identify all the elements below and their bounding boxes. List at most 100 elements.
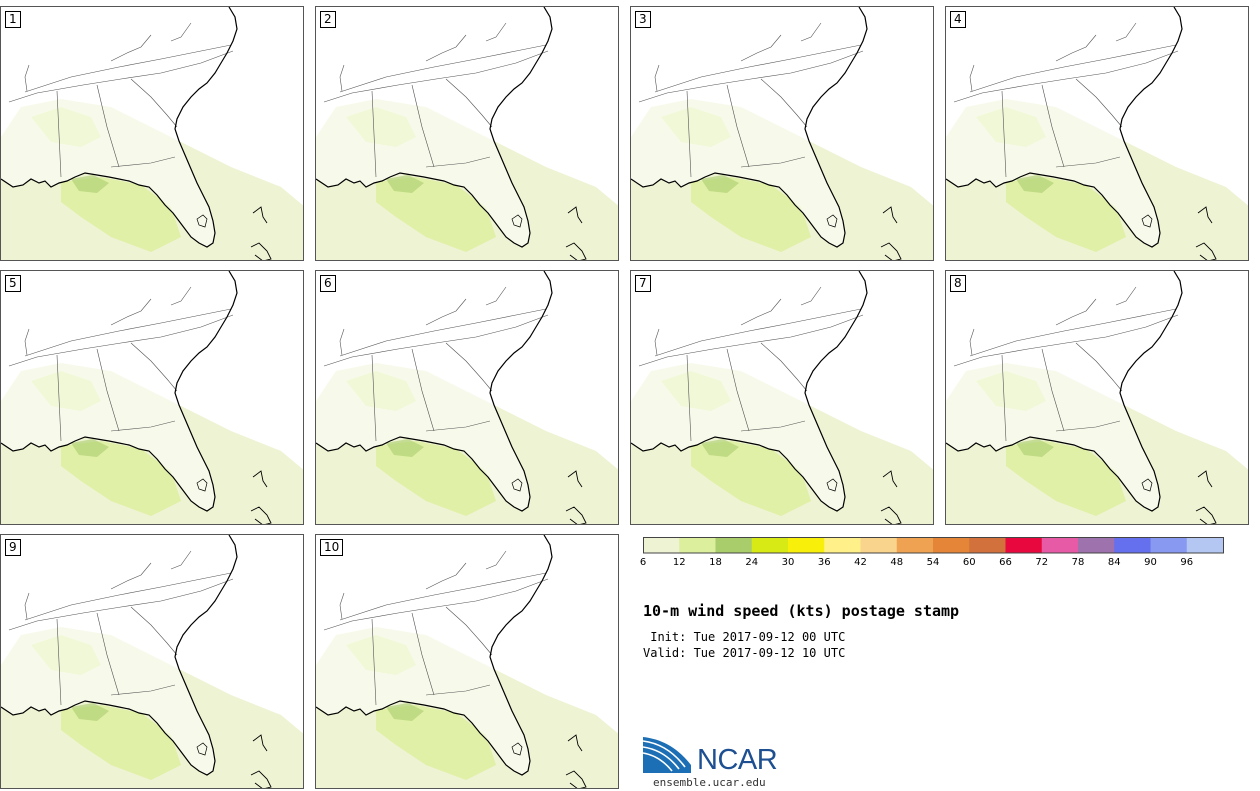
map-canvas [946,271,1248,524]
island-outline [565,242,587,260]
colorbar-tick-label: 24 [745,557,759,568]
wind-swath [1016,175,1054,193]
wind-swath [691,441,811,516]
member-panel-4: 4 [945,6,1249,261]
coastline [631,271,868,512]
colorbar-swatch [1114,537,1151,553]
lake-okeechobee [511,214,523,228]
colorbar-swatch [824,537,861,553]
colorbar-swatch [1005,537,1043,553]
state-border [1055,298,1097,326]
map-canvas [631,271,933,524]
state-border [1001,354,1007,442]
state-border [8,50,234,103]
state-border [445,606,493,656]
lake-okeechobee [826,214,838,228]
lake-okeechobee [826,478,838,492]
state-border [170,550,192,570]
state-border [110,298,152,326]
wind-swath [386,439,424,457]
state-border [485,550,507,570]
state-border [24,308,232,357]
island-outline [567,470,583,488]
state-border [110,156,176,168]
wind-swath [1016,439,1054,457]
wind-swath [376,705,496,780]
state-border [110,34,152,62]
member-number: 5 [5,275,21,292]
state-border [740,34,782,62]
wind-swath [386,175,424,193]
member-number: 3 [635,11,651,28]
state-border [686,90,692,178]
state-border [96,348,120,432]
state-border [1115,286,1137,306]
colorbar-tick-label: 36 [817,557,831,568]
state-border [726,84,750,168]
state-border [800,286,822,306]
coastline [316,535,553,776]
wind-swath [71,703,109,721]
colorbar-swatch [1041,537,1079,553]
state-border [654,64,660,92]
state-border [425,562,467,590]
colorbar-tick-label: 66 [999,557,1012,568]
state-border [425,684,491,696]
member-number: 6 [320,275,336,292]
island-outline [1197,206,1213,224]
colorbar-swatch [860,537,898,553]
member-number: 4 [950,11,966,28]
colorbar-tick-label: 18 [709,557,722,568]
init-time: Init: Tue 2017-09-12 00 UTC [643,630,846,644]
state-border [1075,342,1123,392]
state-border [425,420,491,432]
state-border [24,572,232,621]
colorbar-swatch [1150,537,1188,553]
wind-swath [71,439,109,457]
land-area [316,7,552,247]
map-canvas [946,7,1248,260]
wind-swath [376,177,496,252]
state-border [8,578,234,631]
state-border [130,78,178,128]
state-border [800,22,822,42]
colorbar-swatch [751,537,789,553]
colorbar-tick-label: 48 [890,557,904,568]
state-border [638,314,864,367]
state-border [686,354,692,442]
coastline [946,271,1183,512]
wind-swath [61,705,181,780]
state-border [1055,34,1097,62]
colorbar-tick-label: 54 [926,557,940,568]
colorbar-swatch [679,537,716,553]
member-panel-6: 6 [315,270,619,525]
member-panel-7: 7 [630,270,934,525]
state-border [485,286,507,306]
island-outline [882,206,898,224]
wind-swath [376,441,496,516]
state-border [953,50,1179,103]
land-area [631,7,867,247]
colorbar-swatch [643,537,680,553]
colorbar-tick-label: 6 [639,557,647,568]
map-canvas [631,7,933,260]
state-border [110,562,152,590]
member-panel-1: 1 [0,6,304,261]
state-border [740,156,806,168]
wind-swath [71,175,109,193]
island-outline [882,470,898,488]
island-outline [565,506,587,524]
state-border [1055,156,1121,168]
wind-swath [386,703,424,721]
wind-swath [701,175,739,193]
state-border [411,84,435,168]
state-border [96,84,120,168]
state-border [170,286,192,306]
map-canvas [1,271,303,524]
state-border [96,612,120,696]
colorbar-tick-label: 12 [672,557,686,568]
land-area [316,271,552,511]
member-number: 2 [320,11,336,28]
state-border [371,618,377,706]
island-outline [567,206,583,224]
